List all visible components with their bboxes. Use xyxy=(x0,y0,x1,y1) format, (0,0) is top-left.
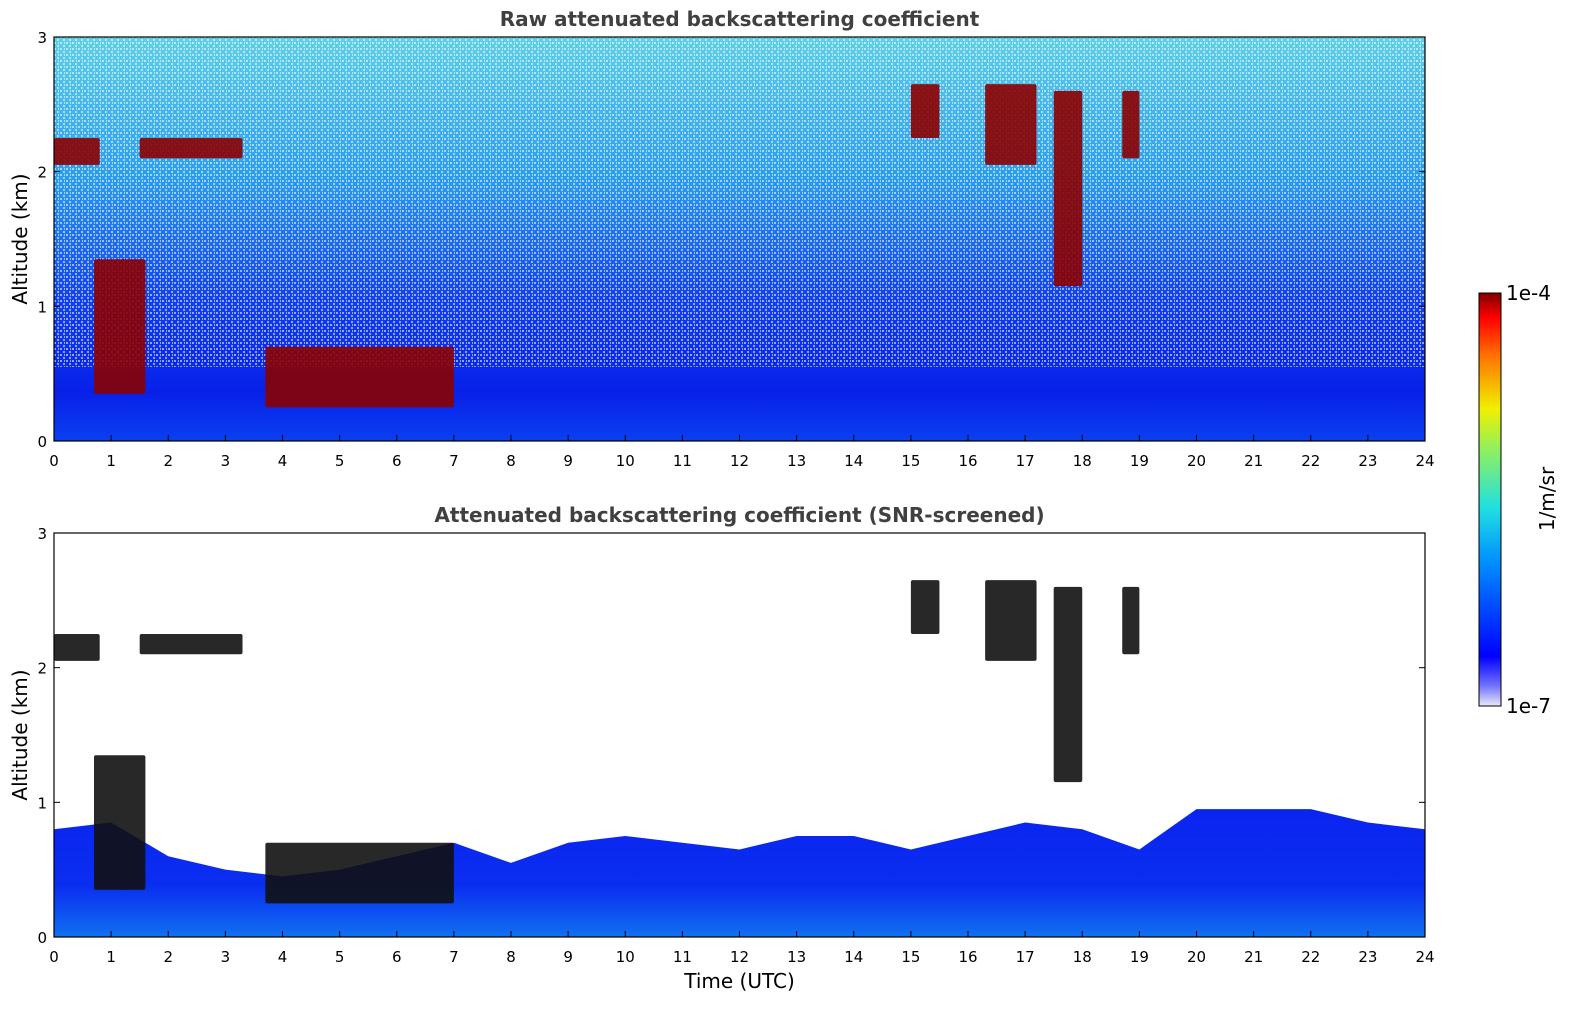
panel-raw: Raw attenuated backscattering coefficien… xyxy=(8,7,1435,470)
x-tick-label: 23 xyxy=(1358,948,1377,966)
y-tick-label: 1 xyxy=(37,794,47,812)
boundary-layer-region xyxy=(54,809,1425,937)
x-tick-label: 18 xyxy=(1073,948,1092,966)
feature-mark xyxy=(1053,90,1083,287)
x-tick-label: 6 xyxy=(392,948,402,966)
colorbar-unit-label: 1/m/sr xyxy=(1535,466,1559,531)
x-tick-label: 12 xyxy=(730,452,749,470)
y-tick-label: 2 xyxy=(37,660,47,678)
feature-mark xyxy=(1122,586,1140,655)
panel-raw-x-axis: 0 1 2 3 4 5 6 7 8 9 10 11 12 13 14 15 16 17 18 19 20 21 22 23 24 xyxy=(49,435,1435,470)
y-tick-label: 2 xyxy=(37,164,47,182)
x-tick-label: 24 xyxy=(1415,948,1434,966)
feature-mark xyxy=(93,755,146,890)
colorbar-gradient xyxy=(1478,292,1502,707)
feature-mark xyxy=(910,84,940,138)
x-tick-label: 12 xyxy=(730,948,749,966)
panel-screened-x-axis: 0 1 2 3 4 5 6 7 8 9 10 11 12 13 14 15 16 17 18 19 20 21 22 23 24 xyxy=(49,931,1435,966)
feature-mark xyxy=(910,580,940,634)
feature-mark xyxy=(93,259,146,394)
x-tick-label: 19 xyxy=(1130,452,1149,470)
x-tick-label: 6 xyxy=(392,452,402,470)
x-tick-label: 7 xyxy=(449,452,459,470)
x-tick-label: 8 xyxy=(506,948,516,966)
x-tick-label: 10 xyxy=(616,948,635,966)
panel-raw-heatmap xyxy=(54,37,1425,441)
panel-raw-noise xyxy=(54,37,1425,367)
x-tick-label: 8 xyxy=(506,452,516,470)
y-tick-label: 3 xyxy=(37,29,47,47)
panel-raw-title: Raw attenuated backscattering coefficien… xyxy=(500,7,980,31)
x-tick-label: 17 xyxy=(1016,948,1035,966)
panel-screened-xlabel: Time (UTC) xyxy=(683,969,795,993)
panel-screened-title: Attenuated backscattering coefficient (S… xyxy=(434,503,1044,527)
x-tick-label: 5 xyxy=(335,948,345,966)
x-tick-label: 1 xyxy=(106,948,116,966)
panel-screened-y-axis: 0 1 2 3 xyxy=(37,525,1425,947)
x-tick-label: 22 xyxy=(1301,948,1320,966)
x-tick-label: 4 xyxy=(278,452,288,470)
y-tick-label: 0 xyxy=(37,433,47,451)
feature-mark xyxy=(265,842,454,904)
x-tick-label: 24 xyxy=(1415,452,1434,470)
x-tick-label: 11 xyxy=(673,948,692,966)
x-tick-label: 21 xyxy=(1244,948,1263,966)
panel-raw-features xyxy=(54,84,1140,408)
feature-mark xyxy=(54,138,100,165)
colorbar: 1e-4 1e-7 1/m/sr xyxy=(1478,281,1559,718)
panel-screened-ylabel: Altitude (km) xyxy=(8,669,32,800)
x-tick-label: 20 xyxy=(1187,452,1206,470)
x-tick-label: 23 xyxy=(1358,452,1377,470)
y-tick-label: 3 xyxy=(37,525,47,543)
feature-mark xyxy=(54,634,100,661)
x-tick-label: 5 xyxy=(335,452,345,470)
panel-screened-heatmap xyxy=(54,533,1425,937)
x-tick-label: 7 xyxy=(449,948,459,966)
panel-raw-y-axis: 0 1 2 3 xyxy=(37,29,1425,451)
panel-screened-features xyxy=(54,580,1140,904)
colorbar-min-label: 1e-7 xyxy=(1506,694,1551,718)
x-tick-label: 16 xyxy=(958,452,977,470)
feature-mark xyxy=(985,580,1037,661)
x-tick-label: 0 xyxy=(49,948,59,966)
x-tick-label: 1 xyxy=(106,452,116,470)
feature-mark xyxy=(1122,90,1140,159)
x-tick-label: 15 xyxy=(901,452,920,470)
x-tick-label: 19 xyxy=(1130,948,1149,966)
x-tick-label: 3 xyxy=(221,452,231,470)
x-tick-label: 3 xyxy=(221,948,231,966)
x-tick-label: 20 xyxy=(1187,948,1206,966)
colorbar-max-label: 1e-4 xyxy=(1506,281,1551,305)
x-tick-label: 17 xyxy=(1016,452,1035,470)
x-tick-label: 13 xyxy=(787,948,806,966)
feature-mark xyxy=(265,346,454,408)
x-tick-label: 9 xyxy=(563,452,573,470)
x-tick-label: 10 xyxy=(616,452,635,470)
x-tick-label: 2 xyxy=(163,452,173,470)
feature-mark xyxy=(1053,586,1083,783)
x-tick-label: 16 xyxy=(958,948,977,966)
y-tick-label: 0 xyxy=(37,929,47,947)
x-tick-label: 15 xyxy=(901,948,920,966)
x-tick-label: 9 xyxy=(563,948,573,966)
x-tick-label: 18 xyxy=(1073,452,1092,470)
x-tick-label: 11 xyxy=(673,452,692,470)
x-tick-label: 13 xyxy=(787,452,806,470)
feature-mark xyxy=(985,84,1037,165)
x-tick-label: 2 xyxy=(163,948,173,966)
feature-mark xyxy=(139,138,243,159)
x-tick-label: 14 xyxy=(844,948,863,966)
x-tick-label: 14 xyxy=(844,452,863,470)
x-tick-label: 22 xyxy=(1301,452,1320,470)
x-tick-label: 4 xyxy=(278,948,288,966)
x-tick-label: 0 xyxy=(49,452,59,470)
y-tick-label: 1 xyxy=(37,298,47,316)
panel-raw-ylabel: Altitude (km) xyxy=(8,173,32,304)
x-tick-label: 21 xyxy=(1244,452,1263,470)
feature-mark xyxy=(139,634,243,655)
panel-screened: Attenuated backscattering coefficient (S… xyxy=(8,503,1435,993)
